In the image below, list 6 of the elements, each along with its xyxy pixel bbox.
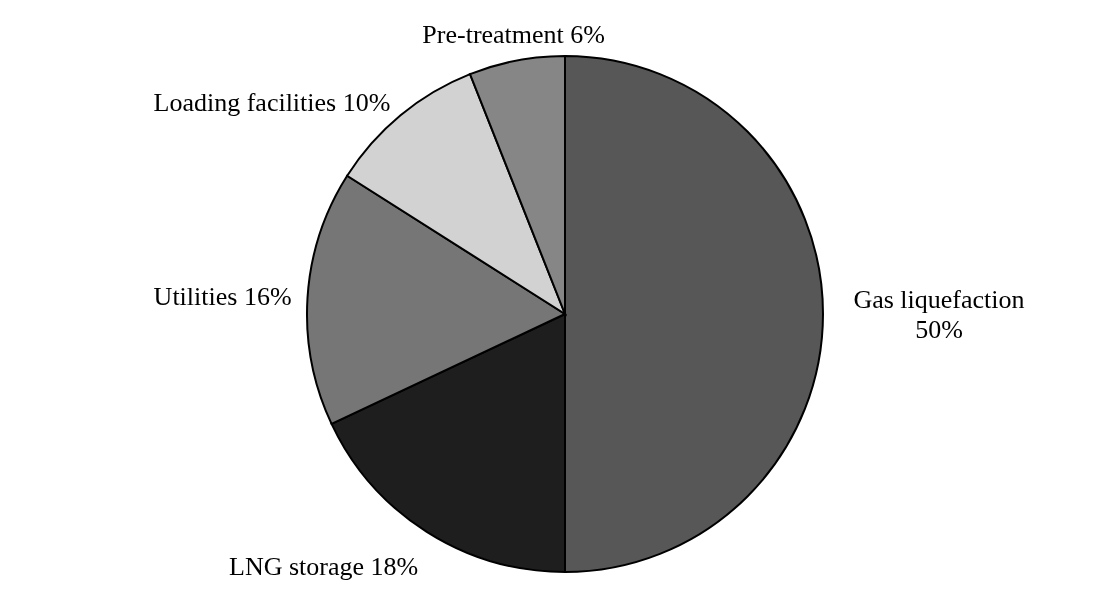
- slice-label: Gas liquefaction: [853, 285, 1025, 314]
- slice-label: LNG storage 18%: [229, 552, 419, 582]
- data-label: 50%: [915, 315, 963, 344]
- slice-label: Loading facilities 10%: [153, 87, 391, 117]
- slice-label: Utilities 16%: [153, 281, 292, 311]
- slice-label: Pre-treatment 6%: [422, 19, 605, 49]
